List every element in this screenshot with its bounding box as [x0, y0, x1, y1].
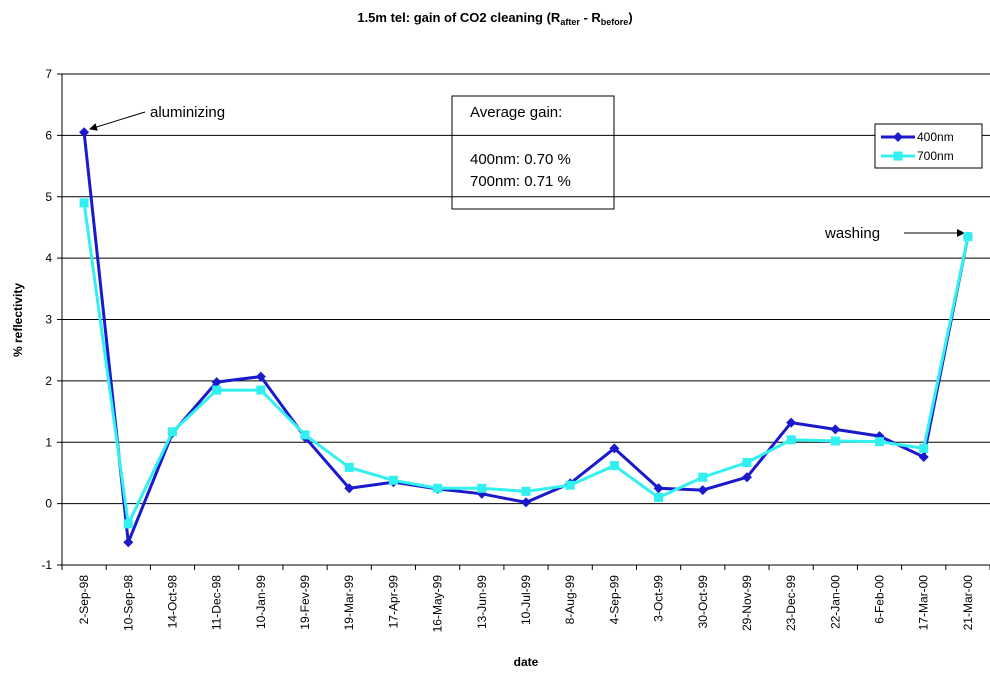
legend-label: 700nm [917, 149, 954, 163]
title-part: ) [628, 10, 632, 25]
legend-marker [893, 132, 903, 142]
x-tick-label: 21-Mar-00 [961, 575, 975, 631]
point [521, 486, 531, 496]
x-tick-label: 2-Sep-98 [77, 575, 91, 625]
point [123, 519, 133, 529]
x-tick-label: 10-Sep-98 [121, 575, 135, 631]
point [875, 437, 885, 447]
point [654, 492, 664, 502]
point [212, 385, 222, 395]
x-tick-label: 8-Aug-99 [563, 575, 577, 625]
x-tick-label: 19-Fev-99 [298, 575, 312, 630]
x-tick-label: 17-Apr-99 [386, 575, 400, 629]
y-axis-label: % reflectivity [11, 283, 25, 357]
title-sub: after [560, 17, 580, 27]
text-box-line: Average gain: [470, 104, 562, 121]
x-axis-label: date [514, 655, 539, 669]
x-tick-label: 30-Oct-99 [696, 575, 710, 629]
title-sub: before [601, 17, 629, 27]
point [433, 483, 443, 493]
y-tick-label: 2 [45, 374, 52, 388]
point [830, 436, 840, 446]
point [344, 483, 355, 494]
point [830, 424, 841, 435]
annotation: aluminizing [150, 104, 225, 121]
x-tick-label: 11-Dec-98 [210, 575, 224, 630]
x-tick-label: 6-Feb-00 [873, 575, 887, 624]
point [919, 443, 929, 453]
text-box-line: 700nm: 0.71 % [470, 173, 571, 190]
arrow [89, 111, 146, 131]
title-part: - R [580, 10, 602, 25]
x-tick-label: 4-Sep-99 [607, 575, 621, 625]
point [79, 198, 89, 208]
point [256, 385, 266, 395]
y-tick-label: 1 [45, 435, 52, 449]
legend-label: 400nm [917, 130, 954, 144]
x-tick-label: 17-Mar-00 [917, 575, 931, 631]
y-tick-label: 5 [45, 190, 52, 204]
point [786, 435, 796, 445]
point [300, 430, 310, 440]
x-tick-label: 14-Oct-98 [165, 575, 179, 629]
series-line [82, 202, 970, 530]
point [918, 451, 929, 462]
x-tick-label: 3-Oct-99 [652, 575, 666, 622]
point [521, 497, 531, 508]
point [741, 472, 752, 483]
point [344, 462, 354, 472]
legend [874, 123, 983, 169]
y-tick-label: 4 [45, 251, 52, 265]
point [167, 427, 177, 437]
point [698, 472, 708, 482]
y-tick-label: 6 [45, 128, 52, 142]
point [123, 537, 134, 548]
text-box-line: 400nm: 0.70 % [470, 151, 571, 168]
x-tick-label: 23-Dec-99 [784, 575, 798, 631]
annotation: washing [824, 225, 880, 242]
point [697, 485, 708, 496]
y-tick-label: 7 [45, 67, 52, 81]
text-box [451, 95, 615, 210]
y-tick-label: -1 [41, 558, 52, 572]
y-tick-label: 3 [45, 313, 52, 327]
chart-title: 1.5m tel: gain of CO2 cleaning (Rafter -… [357, 10, 632, 27]
point [388, 475, 398, 485]
x-tick-label: 10-Jan-99 [254, 575, 268, 629]
x-tick-label: 16-May-99 [431, 575, 445, 633]
point [609, 443, 620, 454]
point [255, 371, 266, 382]
point [477, 483, 487, 493]
point [963, 232, 973, 242]
point [79, 127, 90, 138]
point [653, 483, 664, 494]
x-tick-label: 10-Jul-99 [519, 575, 533, 625]
title-part: 1.5m tel: gain of CO2 cleaning (R [357, 10, 561, 25]
x-tick-label: 29-Nov-99 [740, 575, 754, 631]
point [742, 458, 752, 468]
legend-marker [893, 151, 903, 161]
point [565, 480, 575, 490]
point [786, 417, 797, 428]
point [609, 461, 619, 471]
x-tick-label: 22-Jan-00 [828, 575, 842, 629]
x-tick-label: 19-Mar-99 [342, 575, 356, 631]
y-tick-label: 0 [45, 497, 52, 511]
x-tick-label: 13-Jun-99 [475, 575, 489, 629]
point [211, 377, 222, 388]
